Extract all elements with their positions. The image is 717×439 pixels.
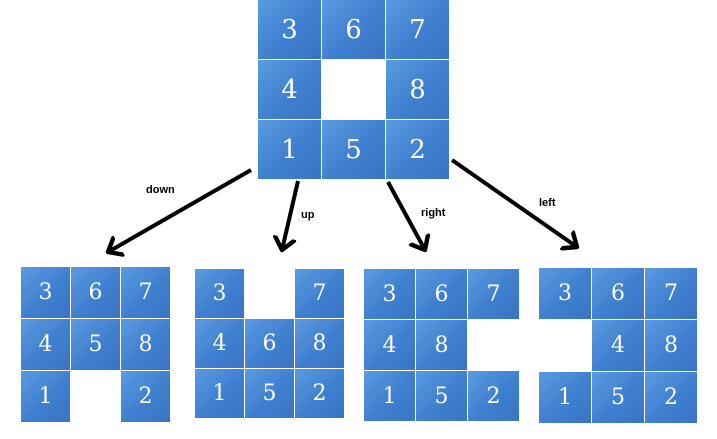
tile-8: 8 bbox=[121, 319, 170, 370]
arrow-right bbox=[386, 181, 425, 250]
move-label-right: right bbox=[421, 207, 446, 219]
tile-6: 6 bbox=[245, 319, 294, 368]
tile-6: 6 bbox=[592, 268, 644, 319]
tile-5: 5 bbox=[71, 319, 120, 370]
empty-cell bbox=[468, 320, 519, 370]
arrow-down bbox=[108, 168, 252, 252]
tile-4: 4 bbox=[258, 60, 321, 119]
tile-4: 4 bbox=[21, 319, 70, 370]
tile-8: 8 bbox=[295, 319, 344, 368]
tile-1: 1 bbox=[258, 120, 321, 179]
arrow-up bbox=[282, 180, 300, 250]
tile-3: 3 bbox=[364, 269, 415, 319]
tile-1: 1 bbox=[364, 371, 415, 421]
tile-1: 1 bbox=[21, 371, 70, 422]
tile-5: 5 bbox=[416, 371, 467, 421]
tile-5: 5 bbox=[245, 369, 294, 418]
tile-4: 4 bbox=[195, 319, 244, 368]
tile-4: 4 bbox=[592, 320, 644, 371]
move-label-up: up bbox=[301, 209, 315, 221]
tile-8: 8 bbox=[386, 60, 449, 119]
tile-8: 8 bbox=[645, 320, 697, 371]
tile-7: 7 bbox=[121, 267, 170, 318]
tile-5: 5 bbox=[592, 372, 644, 423]
tile-7: 7 bbox=[645, 268, 697, 319]
tile-1: 1 bbox=[539, 372, 591, 423]
tile-3: 3 bbox=[258, 0, 321, 59]
tile-6: 6 bbox=[416, 269, 467, 319]
empty-cell bbox=[539, 320, 591, 371]
tile-7: 7 bbox=[295, 269, 344, 318]
tile-7: 7 bbox=[386, 0, 449, 59]
tile-2: 2 bbox=[295, 369, 344, 418]
empty-cell bbox=[322, 60, 385, 119]
tile-3: 3 bbox=[195, 269, 244, 318]
tile-5: 5 bbox=[322, 120, 385, 179]
tile-2: 2 bbox=[645, 372, 697, 423]
tile-2: 2 bbox=[468, 371, 519, 421]
move-label-left: left bbox=[539, 197, 556, 209]
tile-2: 2 bbox=[121, 371, 170, 422]
tile-6: 6 bbox=[71, 267, 120, 318]
empty-cell bbox=[245, 269, 294, 318]
arrow-left bbox=[450, 158, 577, 247]
tile-3: 3 bbox=[21, 267, 70, 318]
tile-6: 6 bbox=[322, 0, 385, 59]
move-label-down: down bbox=[146, 184, 175, 196]
tile-2: 2 bbox=[386, 120, 449, 179]
tile-4: 4 bbox=[364, 320, 415, 370]
tile-3: 3 bbox=[539, 268, 591, 319]
tile-8: 8 bbox=[416, 320, 467, 370]
tile-7: 7 bbox=[468, 269, 519, 319]
empty-cell bbox=[71, 371, 120, 422]
tile-1: 1 bbox=[195, 369, 244, 418]
